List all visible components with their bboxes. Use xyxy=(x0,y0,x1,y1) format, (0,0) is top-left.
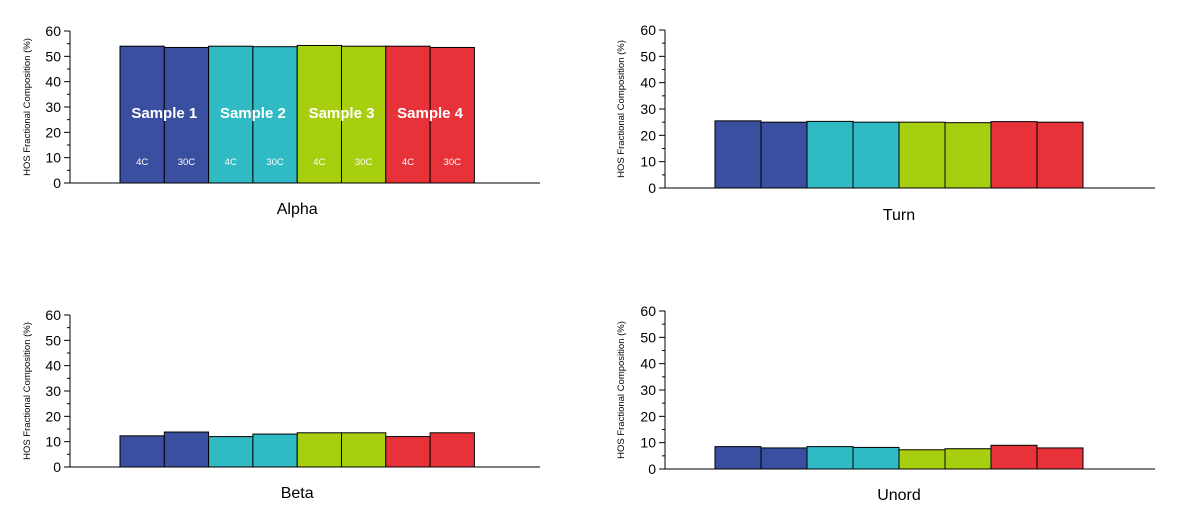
bar-temp-label: 4C xyxy=(402,157,414,168)
x-axis-title: Turn xyxy=(883,207,915,224)
y-tick-label: 20 xyxy=(640,127,656,143)
y-tick-label: 50 xyxy=(640,48,656,64)
y-axis-title: HOS Fractional Composition (%) xyxy=(616,321,627,459)
y-tick-label: 0 xyxy=(648,461,656,477)
bar xyxy=(119,435,165,468)
y-axis-title: HOS Fractional Composition (%) xyxy=(22,322,33,460)
y-tick-label: 60 xyxy=(45,23,61,39)
bar xyxy=(760,121,808,189)
bar xyxy=(760,447,808,470)
bar xyxy=(714,446,762,470)
x-axis-title: Beta xyxy=(281,485,314,502)
sample-group-label: Sample 4 xyxy=(397,105,464,122)
sample-group-label: Sample 1 xyxy=(131,105,197,122)
bar xyxy=(852,121,900,189)
x-axis-title: Alpha xyxy=(277,201,318,218)
bar xyxy=(898,449,946,470)
chart-panel-unord: 0 10 20 30 40 50 60 HOS Fractional Composition … xyxy=(616,303,1155,504)
bar xyxy=(1036,447,1084,470)
bar xyxy=(806,120,854,189)
y-tick-label: 10 xyxy=(45,434,61,450)
bar xyxy=(341,432,387,468)
bar xyxy=(252,46,298,184)
chart-panel-alpha: 4C 30C 4C 30C 4C 30C 4C 30C Sample 1 Sample 2 Samp… xyxy=(22,23,540,218)
y-tick-label: 30 xyxy=(640,382,656,398)
bar xyxy=(385,436,431,468)
y-tick-label: 20 xyxy=(640,408,656,424)
y-tick-label: 20 xyxy=(45,408,61,424)
bar xyxy=(252,433,298,468)
bar-temp-label: 30C xyxy=(178,157,196,168)
y-axis-title: HOS Fractional Composition (%) xyxy=(22,38,33,176)
bar xyxy=(714,120,762,189)
y-tick-label: 0 xyxy=(648,180,656,196)
bar xyxy=(429,46,475,184)
y-tick-label: 30 xyxy=(45,383,61,399)
bar xyxy=(990,444,1038,470)
y-tick-label: 40 xyxy=(45,74,61,90)
y-tick-label: 30 xyxy=(640,101,656,117)
y-tick-label: 40 xyxy=(640,75,656,91)
sample-group-label: Sample 2 xyxy=(220,105,286,122)
chart-panel-beta: 0 10 20 30 40 50 60 HOS Fractional Composition … xyxy=(22,307,540,502)
bar-temp-label: 4C xyxy=(136,157,148,168)
sample-group-label: Sample 3 xyxy=(309,105,375,122)
y-tick-label: 10 xyxy=(640,154,656,170)
bar xyxy=(341,45,387,184)
bar xyxy=(944,122,992,189)
y-tick-label: 50 xyxy=(45,332,61,348)
bar xyxy=(296,432,343,468)
y-tick-label: 60 xyxy=(640,22,656,38)
bar-temp-label: 30C xyxy=(444,157,462,168)
y-tick-label: 10 xyxy=(640,435,656,451)
x-axis-title: Unord xyxy=(877,487,921,504)
bar xyxy=(429,432,475,468)
y-tick-label: 0 xyxy=(53,175,61,191)
y-tick-label: 10 xyxy=(45,150,61,166)
y-tick-label: 0 xyxy=(53,459,61,475)
bar xyxy=(208,45,254,184)
bar xyxy=(944,448,992,470)
chart-panel-turn: 0 10 20 30 40 50 60 HOS Fractional Composition … xyxy=(616,22,1155,224)
bar xyxy=(852,446,900,470)
y-axis-title: HOS Fractional Composition (%) xyxy=(616,40,627,178)
bar xyxy=(208,436,254,468)
y-tick-label: 30 xyxy=(45,99,61,115)
bar xyxy=(990,121,1038,189)
bar xyxy=(163,431,210,468)
y-tick-label: 60 xyxy=(640,303,656,319)
bar xyxy=(119,45,165,184)
bar-temp-label: 30C xyxy=(266,157,284,168)
bar xyxy=(806,446,854,470)
bar xyxy=(898,121,946,189)
bar xyxy=(163,46,210,184)
bar-temp-label: 30C xyxy=(355,157,373,168)
y-tick-label: 50 xyxy=(640,329,656,345)
y-tick-label: 40 xyxy=(640,356,656,372)
y-tick-label: 20 xyxy=(45,124,61,140)
bar xyxy=(1036,121,1084,189)
y-tick-label: 40 xyxy=(45,358,61,374)
y-tick-label: 50 xyxy=(45,48,61,64)
y-tick-label: 60 xyxy=(45,307,61,323)
bar-temp-label: 4C xyxy=(225,157,237,168)
bar-temp-label: 4C xyxy=(313,157,325,168)
